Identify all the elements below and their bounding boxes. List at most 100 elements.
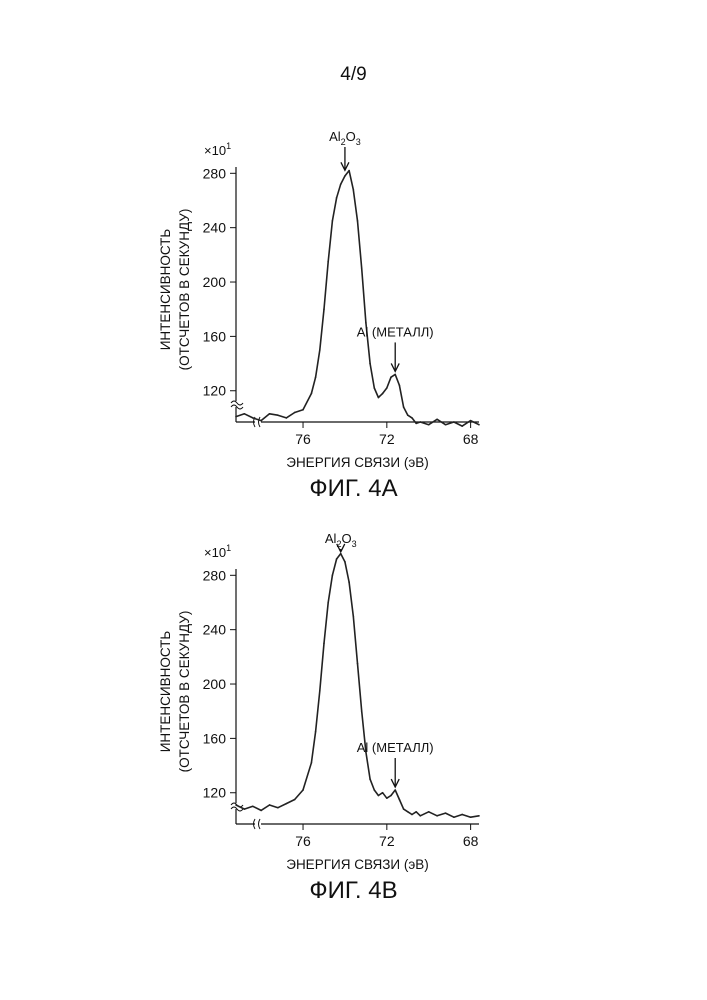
data-point (332, 575, 334, 577)
data-point (415, 423, 417, 425)
data-point (390, 376, 392, 378)
data-point (311, 762, 313, 764)
annotation-part: O (341, 531, 351, 546)
y-tick-label: 200 (203, 274, 227, 290)
data-point (353, 189, 355, 191)
data-point (373, 789, 375, 791)
y-multiplier: ×101 (204, 141, 231, 158)
data-point (436, 815, 438, 817)
data-point (478, 815, 480, 817)
data-point (319, 690, 321, 692)
x-tick-label: 68 (463, 833, 479, 849)
data-point (244, 808, 246, 810)
y-tick-label: 280 (203, 165, 227, 181)
data-point (415, 811, 417, 813)
annotation-al-metal: Al (МЕТАЛЛ) (357, 740, 434, 755)
data-point (470, 420, 472, 422)
data-point (407, 414, 409, 416)
data-point (453, 421, 455, 423)
data-point (285, 417, 287, 419)
data-point (357, 220, 359, 222)
data-point (428, 811, 430, 813)
y-axis-label: ИНТЕНСИВНОСТЬ (158, 631, 173, 753)
xps-spectrum-chart-b: 120160200240280767268×101ЭНЕРГИЯ СВЯЗИ (… (0, 527, 707, 897)
data-point (344, 561, 346, 563)
data-point (344, 175, 346, 177)
data-point (378, 795, 380, 797)
data-point (411, 417, 413, 419)
y-tick-label: 240 (203, 220, 227, 236)
data-point (332, 220, 334, 222)
data-point (348, 170, 350, 172)
data-point (428, 424, 430, 426)
data-point (386, 387, 388, 389)
data-point (319, 349, 321, 351)
x-tick-label: 76 (295, 431, 311, 447)
data-point (461, 425, 463, 427)
y-axis-label: (ОТСЧЕТОВ В СЕКУНДУ) (177, 209, 192, 371)
annotation-part: 3 (356, 137, 361, 147)
data-point (348, 581, 350, 583)
data-point (252, 806, 254, 808)
annotation-part: O (346, 129, 356, 144)
data-point (420, 421, 422, 423)
data-point (252, 417, 254, 419)
data-point (302, 409, 304, 411)
data-point (399, 799, 401, 801)
data-point (336, 197, 338, 199)
spectrum-line (236, 554, 479, 818)
data-point (399, 385, 401, 387)
figure-4a: 120160200240280767268×101ЭНЕРГИЯ СВЯЗИ (… (0, 125, 707, 495)
annotation-al2o3: Al2O3 (325, 531, 357, 549)
data-point (277, 807, 279, 809)
data-point (269, 413, 271, 415)
x-tick-label: 72 (379, 431, 395, 447)
data-point (294, 799, 296, 801)
data-point (235, 416, 237, 418)
data-point (373, 387, 375, 389)
y-axis-label: ИНТЕНСИВНОСТЬ (158, 229, 173, 351)
annotation-al-metal: Al (МЕТАЛЛ) (357, 324, 434, 339)
data-point (323, 308, 325, 310)
data-point (327, 602, 329, 604)
data-point (353, 615, 355, 617)
data-point (394, 374, 396, 376)
x-tick-label: 68 (463, 431, 479, 447)
data-point (420, 815, 422, 817)
data-point (285, 803, 287, 805)
data-point (260, 420, 262, 422)
data-point (361, 268, 363, 270)
y-tick-label: 120 (203, 785, 227, 801)
figure-caption: ФИГ. 4В (0, 877, 707, 905)
y-tick-label: 280 (203, 567, 227, 583)
data-point (403, 406, 405, 408)
y-axis-label: (ОТСЧЕТОВ В СЕКУНДУ) (177, 611, 192, 773)
y-multiplier: ×101 (204, 543, 231, 560)
annotation-part: 3 (352, 539, 357, 549)
data-point (336, 558, 338, 560)
data-point (260, 810, 262, 812)
data-point (311, 393, 313, 395)
data-point (436, 418, 438, 420)
x-axis-label: ЭНЕРГИЯ СВЯЗИ (эВ) (286, 857, 429, 872)
data-point (369, 778, 371, 780)
data-point (323, 642, 325, 644)
data-point (445, 812, 447, 814)
data-point (453, 816, 455, 818)
data-point (478, 424, 480, 426)
data-point (361, 710, 363, 712)
data-point (357, 663, 359, 665)
data-point (235, 804, 237, 806)
data-point (369, 363, 371, 365)
y-tick-label: 160 (203, 328, 227, 344)
data-point (378, 397, 380, 399)
data-point (340, 183, 342, 185)
x-axis-label: ЭНЕРГИЯ СВЯЗИ (эВ) (286, 455, 429, 470)
annotation-part: Al (329, 129, 341, 144)
data-point (277, 414, 279, 416)
data-point (382, 393, 384, 395)
data-point (445, 424, 447, 426)
xps-spectrum-chart-a: 120160200240280767268×101ЭНЕРГИЯ СВЯЗИ (… (0, 125, 707, 495)
data-point (390, 795, 392, 797)
data-point (470, 816, 472, 818)
